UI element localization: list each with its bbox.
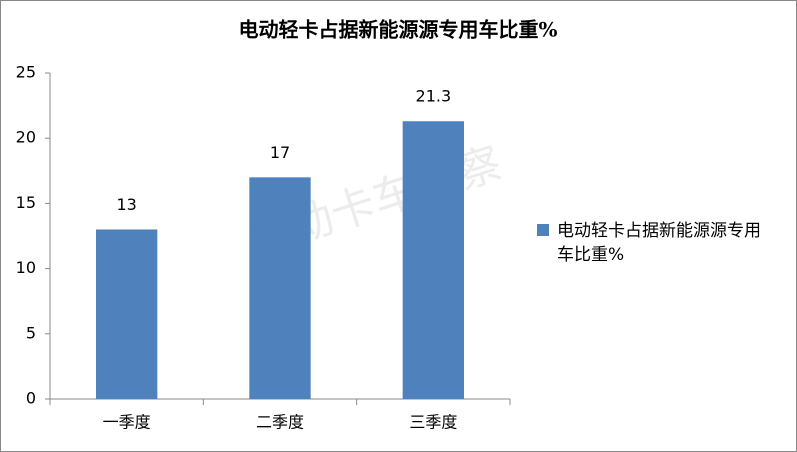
legend-label: 电动轻卡占据新能源源专用车比重% bbox=[557, 221, 761, 265]
chart-title: 电动轻卡占据新能源源专用车比重% bbox=[238, 18, 557, 42]
data-label: 21.3 bbox=[416, 87, 452, 106]
bar bbox=[402, 121, 464, 400]
y-tick-label: 5 bbox=[26, 323, 36, 342]
x-tick-label: 三季度 bbox=[409, 413, 457, 432]
legend-swatch bbox=[537, 224, 549, 236]
y-tick-label: 25 bbox=[16, 63, 36, 82]
data-label: 17 bbox=[270, 143, 290, 162]
y-tick-label: 10 bbox=[16, 258, 36, 277]
x-tick-label: 一季度 bbox=[103, 413, 151, 432]
bar bbox=[249, 177, 311, 399]
data-label: 13 bbox=[116, 195, 136, 214]
y-tick-label: 15 bbox=[16, 193, 36, 212]
y-tick-label: 0 bbox=[26, 389, 36, 408]
x-tick-label: 二季度 bbox=[256, 413, 304, 432]
y-tick-label: 20 bbox=[16, 128, 36, 147]
bar bbox=[96, 229, 158, 399]
